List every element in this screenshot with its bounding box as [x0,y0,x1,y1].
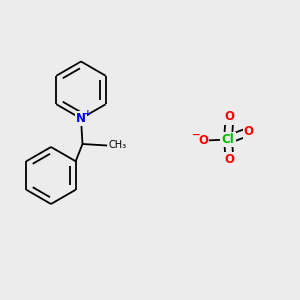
Text: O: O [198,134,208,147]
Text: −: − [192,130,201,140]
Text: O: O [224,110,235,124]
Text: Cl: Cl [222,133,234,146]
Text: +: + [84,109,92,118]
Text: CH₃: CH₃ [108,140,126,151]
Text: O: O [224,153,235,166]
Text: N: N [76,112,86,125]
Text: O: O [244,125,254,138]
